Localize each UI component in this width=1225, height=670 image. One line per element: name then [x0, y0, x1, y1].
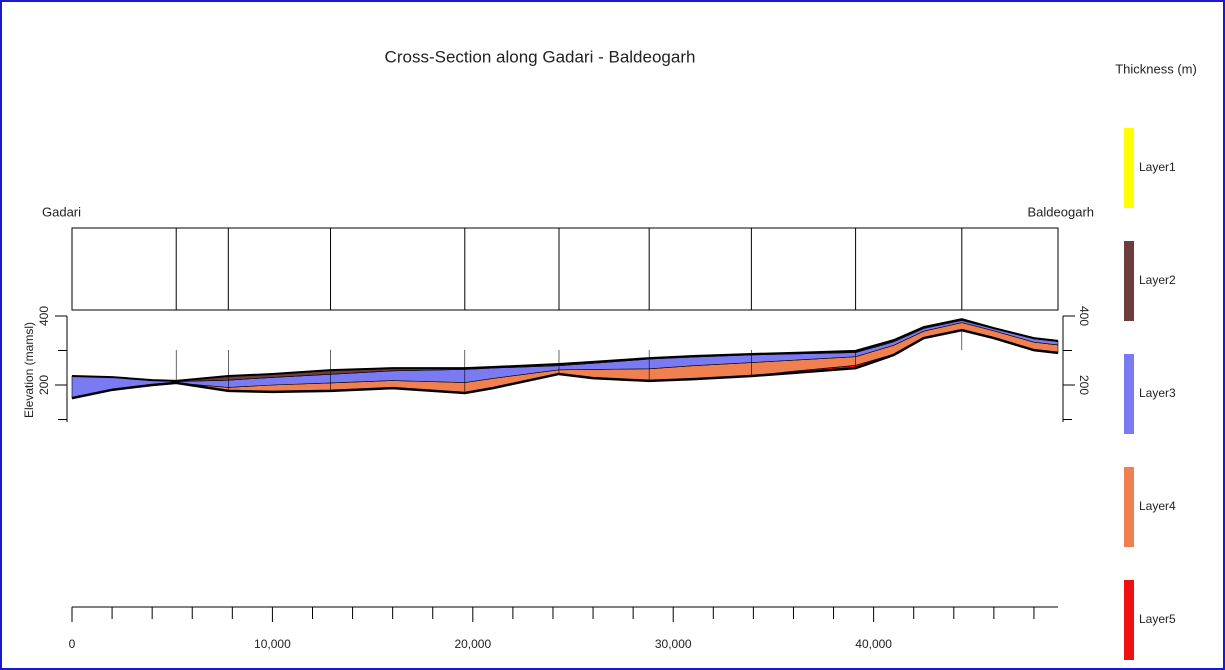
legend-label: Layer5: [1139, 612, 1176, 626]
y-tick-label-right: 400: [1077, 306, 1091, 326]
legend-title: Thickness (m): [1115, 61, 1197, 76]
borehole-panel: [71, 227, 1059, 311]
x-tick-label: 40,000: [855, 637, 892, 651]
legend-swatch: [1124, 467, 1134, 547]
surface-line: [71, 318, 1059, 382]
legend-swatch: [1124, 241, 1134, 321]
legend-swatch: [1124, 354, 1134, 434]
x-tick-label: 10,000: [254, 637, 291, 651]
chart-title: Cross-Section along Gadari - Baldeogarh: [385, 47, 696, 66]
y-tick-label-right: 200: [1077, 375, 1091, 395]
end-label: Baldeogarh: [1028, 204, 1095, 219]
x-tick-label: 30,000: [655, 637, 692, 651]
legend-swatch: [1124, 128, 1134, 208]
legend-swatch: [1124, 580, 1134, 660]
legend-label: Layer3: [1139, 386, 1176, 400]
y-tick-label: 400: [37, 306, 51, 326]
legend-label: Layer2: [1139, 273, 1176, 287]
x-tick-label: 0: [69, 637, 76, 651]
start-label: Gadari: [42, 204, 81, 219]
legend-label: Layer4: [1139, 499, 1176, 513]
x-tick-label: 20,000: [454, 637, 491, 651]
y-axis-label: Elevation (mamsl): [22, 322, 36, 418]
y-tick-label: 200: [37, 375, 51, 395]
legend-label: Layer1: [1139, 160, 1176, 174]
base-line: [71, 328, 1059, 400]
